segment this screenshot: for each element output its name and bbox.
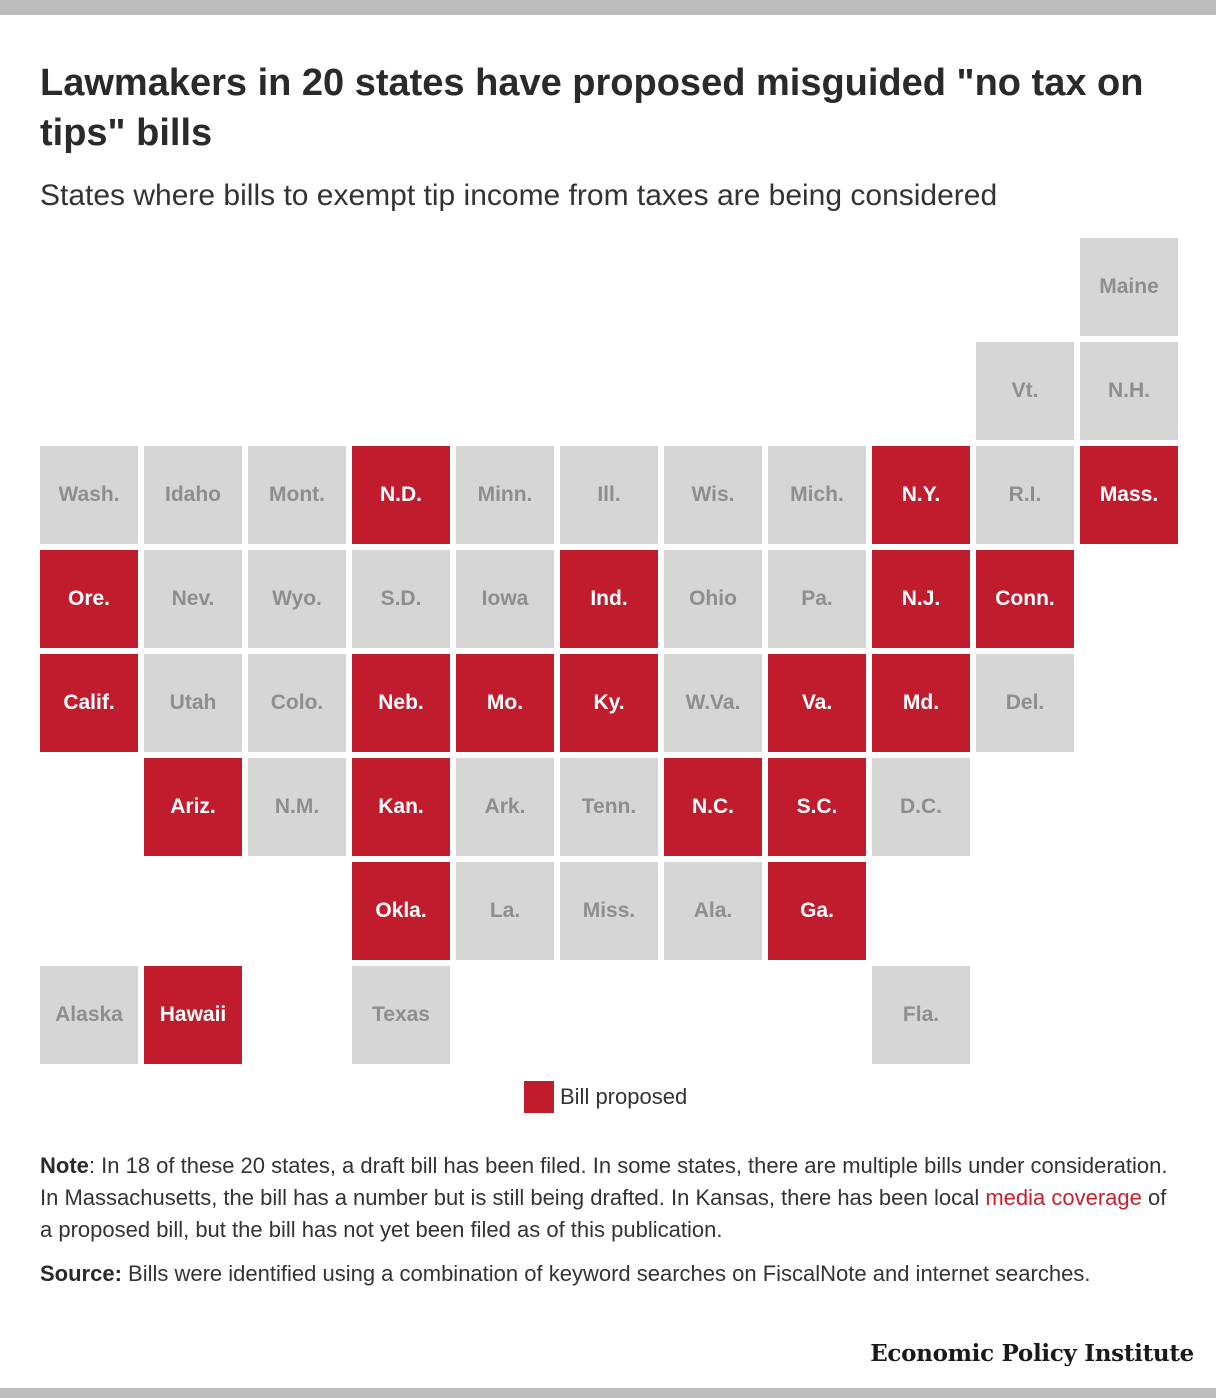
chart-subtitle: States where bills to exempt tip income … (40, 179, 998, 212)
legend: Bill proposed (524, 1081, 687, 1113)
source-body: Bills were identified using a combinatio… (121, 1261, 1091, 1286)
state-tile-n-j: N.J. (872, 550, 970, 648)
state-tile-mich: Mich. (768, 446, 866, 544)
state-tile-ala: Ala. (664, 862, 762, 960)
state-tile-alaska: Alaska (40, 966, 138, 1064)
state-tile-iowa: Iowa (456, 550, 554, 648)
bottom-border (0, 1388, 1216, 1398)
state-tile-va: Va. (768, 654, 866, 752)
state-tile-del: Del. (976, 654, 1074, 752)
state-tile-md: Md. (872, 654, 970, 752)
state-tile-mo: Mo. (456, 654, 554, 752)
state-tile-tenn: Tenn. (560, 758, 658, 856)
note-body-2: of a proposed bill, but the bill has not… (40, 1185, 1167, 1242)
media-coverage-link[interactable]: media coverage (985, 1185, 1142, 1210)
state-tile-maine: Maine (1080, 238, 1178, 336)
state-tile-s-d: S.D. (352, 550, 450, 648)
state-tile-nev: Nev. (144, 550, 242, 648)
state-tile-n-m: N.M. (248, 758, 346, 856)
state-tile-calif: Calif. (40, 654, 138, 752)
note-body-1: : In 18 of these 20 states, a draft bill… (40, 1153, 1168, 1210)
state-tile-fla: Fla. (872, 966, 970, 1064)
state-tile-ga: Ga. (768, 862, 866, 960)
state-tile-ky: Ky. (560, 654, 658, 752)
state-tile-r-i: R.I. (976, 446, 1074, 544)
state-tile-ill: Ill. (560, 446, 658, 544)
state-tile-n-c: N.C. (664, 758, 762, 856)
state-tile-okla: Okla. (352, 862, 450, 960)
state-tile-neb: Neb. (352, 654, 450, 752)
state-tile-minn: Minn. (456, 446, 554, 544)
legend-label: Bill proposed (560, 1084, 688, 1109)
state-tile-d-c: D.C. (872, 758, 970, 856)
state-tile-s-c: S.C. (768, 758, 866, 856)
state-tile-wyo: Wyo. (248, 550, 346, 648)
chart-title: Lawmakers in 20 states have proposed mis… (40, 62, 1144, 154)
state-tile-conn: Conn. (976, 550, 1074, 648)
state-tile-n-h: N.H. (1080, 342, 1178, 440)
state-tile-wis: Wis. (664, 446, 762, 544)
note-text: Note: In 18 of these 20 states, a draft … (40, 1150, 1180, 1246)
state-tile-colo: Colo. (248, 654, 346, 752)
state-tile-n-y: N.Y. (872, 446, 970, 544)
epi-logo: Economic Policy Institute (870, 1340, 1194, 1367)
state-tile-ind: Ind. (560, 550, 658, 648)
state-tile-hawaii: Hawaii (144, 966, 242, 1064)
state-tile-texas: Texas (352, 966, 450, 1064)
state-tile-n-d: N.D. (352, 446, 450, 544)
state-tile-ariz: Ariz. (144, 758, 242, 856)
state-tile-ore: Ore. (40, 550, 138, 648)
legend-swatch-proposed (524, 1081, 554, 1113)
state-tile-mass: Mass. (1080, 446, 1178, 544)
state-tile-miss: Miss. (560, 862, 658, 960)
state-tile-ark: Ark. (456, 758, 554, 856)
state-tile-vt: Vt. (976, 342, 1074, 440)
note-label: Note (40, 1153, 89, 1178)
state-tile-idaho: Idaho (144, 446, 242, 544)
state-tile-utah: Utah (144, 654, 242, 752)
state-tile-pa: Pa. (768, 550, 866, 648)
top-border (0, 0, 1216, 15)
state-tile-w-va: W.Va. (664, 654, 762, 752)
state-tile-wash: Wash. (40, 446, 138, 544)
state-tile-mont: Mont. (248, 446, 346, 544)
state-tile-la: La. (456, 862, 554, 960)
state-tile-kan: Kan. (352, 758, 450, 856)
source-label: Source: (40, 1261, 122, 1286)
state-tile-ohio: Ohio (664, 550, 762, 648)
source-text: Source: Bills were identified using a co… (40, 1258, 1180, 1290)
